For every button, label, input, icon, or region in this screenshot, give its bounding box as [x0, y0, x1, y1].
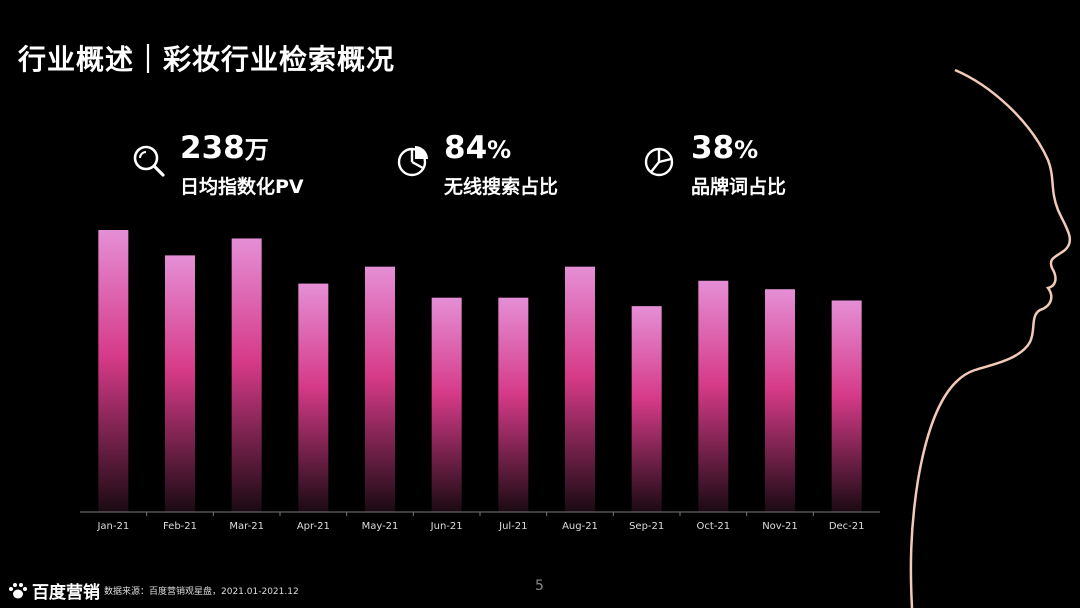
- pie-chart-icon: [644, 147, 674, 177]
- kpi-mobile-share: 84% 无线搜索占比: [396, 130, 558, 199]
- x-tick-label: Feb-21: [163, 521, 197, 532]
- bar-jul-21: [498, 297, 529, 512]
- x-tick-label: Jul-21: [498, 521, 527, 532]
- x-tick-label: Oct-21: [697, 521, 731, 532]
- kpi-label: 品牌词占比: [691, 176, 787, 198]
- brand-logo: 百度营销: [8, 578, 100, 603]
- bar-aug-21: [565, 266, 595, 512]
- page-number: 5: [535, 578, 544, 594]
- paw-icon: [9, 582, 27, 598]
- x-tick-label: Aug-21: [562, 521, 598, 532]
- kpi-value: 84%: [444, 130, 512, 166]
- data-source: 数据来源：百度营销观星盘，2021.01-2021.12: [104, 587, 299, 597]
- kpi-label: 日均指数化PV: [180, 176, 304, 198]
- search-icon: [133, 145, 165, 177]
- x-tick-label: Jan-21: [96, 521, 129, 532]
- face-silhouette-decoration: [909, 68, 1071, 608]
- bar-oct-21: [698, 280, 729, 512]
- x-tick-label: Apr-21: [297, 521, 330, 532]
- bar-sep-21: [631, 306, 662, 512]
- x-tick-label: Sep-21: [629, 521, 664, 532]
- bar-apr-21: [298, 283, 329, 512]
- kpi-value: 38%: [691, 130, 759, 166]
- bar-jan-21: [98, 230, 129, 512]
- x-tick-label: Mar-21: [229, 521, 264, 532]
- x-tick-label: Dec-21: [829, 521, 865, 532]
- x-tick-label: Nov-21: [762, 521, 798, 532]
- x-tick-label: Jun-21: [430, 521, 463, 532]
- pie-chart-icon: [397, 146, 428, 177]
- x-tick-label: May-21: [362, 521, 399, 532]
- bar-nov-21: [765, 289, 795, 512]
- kpi-value: 238万: [180, 130, 269, 166]
- kpi-label: 无线搜索占比: [444, 176, 559, 198]
- kpi-brand-share: 38% 品牌词占比: [643, 130, 786, 199]
- bar-jun-21: [431, 297, 462, 512]
- page-title: 行业概述｜彩妆行业检索概况: [18, 43, 396, 76]
- bar-mar-21: [231, 238, 262, 512]
- bar-feb-21: [165, 255, 195, 512]
- bar-dec-21: [831, 300, 862, 512]
- bar-may-21: [365, 266, 395, 512]
- kpi-daily-pv: 238万 日均指数化PV: [132, 130, 304, 199]
